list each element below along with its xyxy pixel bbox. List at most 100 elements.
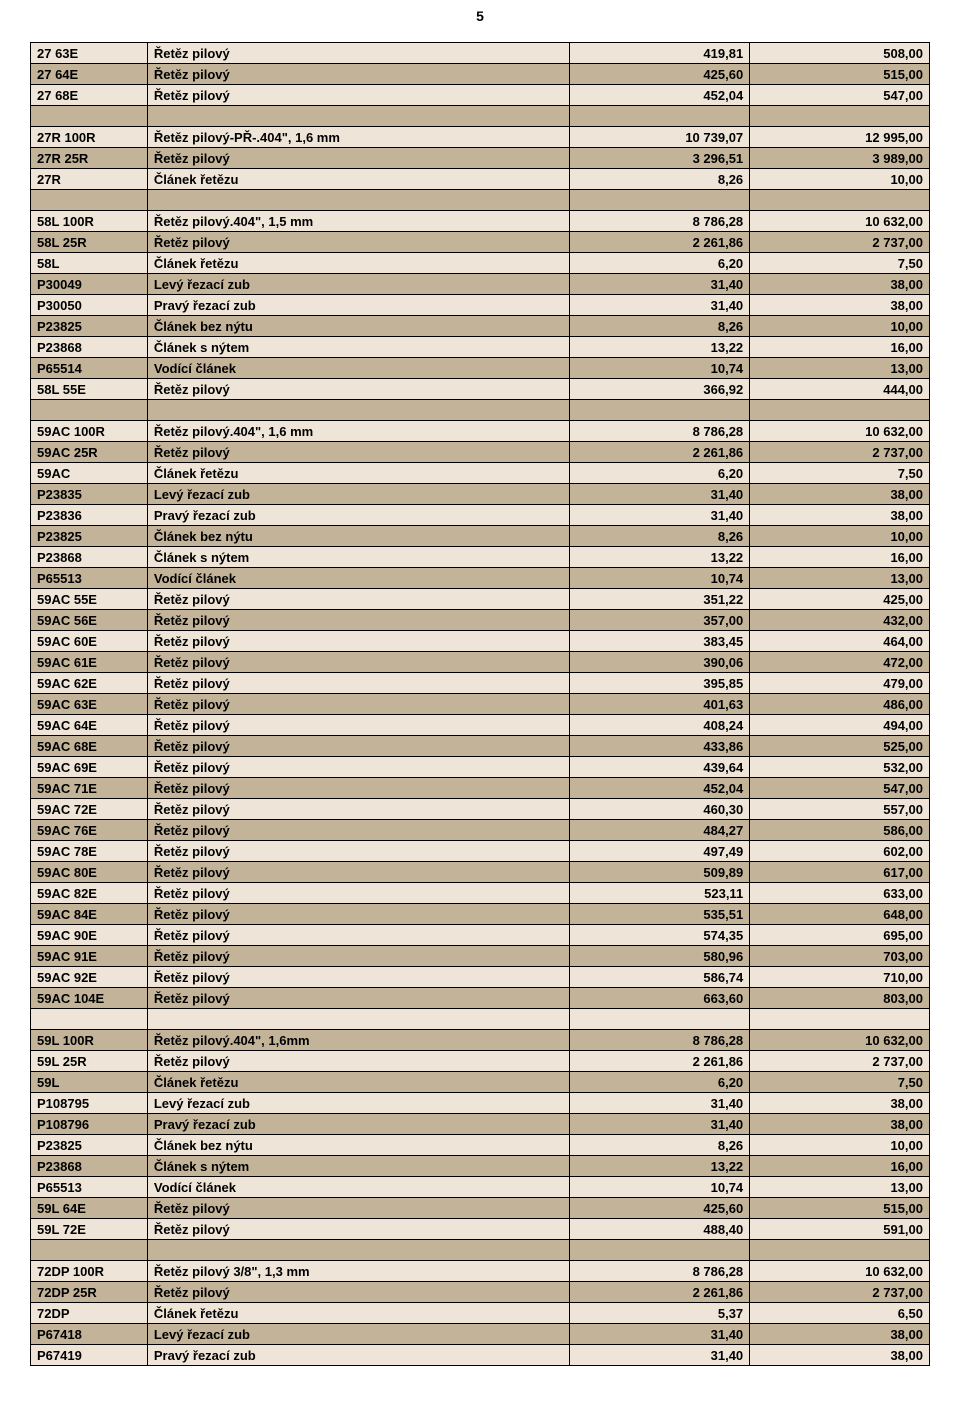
table-row: 72DP 25RŘetěz pilový2 261,862 737,00 [31,1282,930,1303]
price2-cell: 2 737,00 [750,1051,930,1072]
code-cell: 59AC 25R [31,442,148,463]
description-cell: Levý řezací zub [147,1093,570,1114]
price-cell: 452,04 [570,85,750,106]
code-cell: P108796 [31,1114,148,1135]
spacer-cell [147,1009,570,1030]
price-cell: 10,74 [570,358,750,379]
code-cell: 27R 25R [31,148,148,169]
table-row: 59AC 56EŘetěz pilový357,00432,00 [31,610,930,631]
price2-cell: 547,00 [750,85,930,106]
price2-cell: 7,50 [750,1072,930,1093]
table-row: 59AC 76EŘetěz pilový484,27586,00 [31,820,930,841]
price-cell: 351,22 [570,589,750,610]
table-row: P23825Článek bez nýtu8,2610,00 [31,1135,930,1156]
table-row: 59L 72EŘetěz pilový488,40591,00 [31,1219,930,1240]
description-cell: Řetěz pilový [147,694,570,715]
price-cell: 13,22 [570,337,750,358]
price2-cell: 479,00 [750,673,930,694]
table-spacer-row [31,400,930,421]
price2-cell: 10 632,00 [750,421,930,442]
code-cell: 59AC 62E [31,673,148,694]
price-cell: 357,00 [570,610,750,631]
spacer-cell [750,1240,930,1261]
description-cell: Řetěz pilový [147,673,570,694]
description-cell: Článek s nýtem [147,337,570,358]
table-row: P23868Článek s nýtem13,2216,00 [31,337,930,358]
price-cell: 488,40 [570,1219,750,1240]
code-cell: 59AC 91E [31,946,148,967]
price2-cell: 648,00 [750,904,930,925]
code-cell: 59AC 69E [31,757,148,778]
table-spacer-row [31,106,930,127]
code-cell: 59AC 55E [31,589,148,610]
table-row: P23825Článek bez nýtu8,2610,00 [31,526,930,547]
description-cell: Řetěz pilový [147,967,570,988]
spacer-cell [570,400,750,421]
code-cell: 59AC 56E [31,610,148,631]
table-row: 59AC 91EŘetěz pilový580,96703,00 [31,946,930,967]
price2-cell: 803,00 [750,988,930,1009]
description-cell: Řetěz pilový [147,988,570,1009]
price2-cell: 13,00 [750,1177,930,1198]
code-cell: P65513 [31,568,148,589]
price-cell: 8,26 [570,1135,750,1156]
table-row: P108795Levý řezací zub31,4038,00 [31,1093,930,1114]
price-cell: 419,81 [570,43,750,64]
price-cell: 509,89 [570,862,750,883]
spacer-cell [31,190,148,211]
price2-cell: 38,00 [750,1345,930,1366]
description-cell: Řetěz pilový [147,379,570,400]
price2-cell: 586,00 [750,820,930,841]
price2-cell: 10,00 [750,1135,930,1156]
table-spacer-row [31,1240,930,1261]
code-cell: 27 64E [31,64,148,85]
description-cell: Řetěz pilový [147,64,570,85]
description-cell: Pravý řezací zub [147,1345,570,1366]
price-cell: 401,63 [570,694,750,715]
price-cell: 395,85 [570,673,750,694]
price2-cell: 695,00 [750,925,930,946]
table-row: 72DP 100RŘetěz pilový 3/8", 1,3 mm8 786,… [31,1261,930,1282]
price2-cell: 10 632,00 [750,1030,930,1051]
code-cell: 27R [31,169,148,190]
price-cell: 13,22 [570,547,750,568]
description-cell: Článek bez nýtu [147,526,570,547]
description-cell: Řetěz pilový [147,799,570,820]
price-cell: 8 786,28 [570,1261,750,1282]
description-cell: Řetěz pilový [147,862,570,883]
spacer-cell [31,1240,148,1261]
code-cell: 59AC 76E [31,820,148,841]
price2-cell: 38,00 [750,1324,930,1345]
table-spacer-row [31,1009,930,1030]
table-row: P23868Článek s nýtem13,2216,00 [31,1156,930,1177]
code-cell: P23825 [31,526,148,547]
price2-cell: 12 995,00 [750,127,930,148]
price2-cell: 444,00 [750,379,930,400]
table-row: 59AC 61EŘetěz pilový390,06472,00 [31,652,930,673]
description-cell: Řetěz pilový [147,1219,570,1240]
description-cell: Řetěz pilový [147,85,570,106]
price2-cell: 494,00 [750,715,930,736]
code-cell: P65514 [31,358,148,379]
code-cell: 27 68E [31,85,148,106]
table-row: 59AC 62EŘetěz pilový395,85479,00 [31,673,930,694]
code-cell: 59AC 78E [31,841,148,862]
price2-cell: 432,00 [750,610,930,631]
price-cell: 8 786,28 [570,211,750,232]
code-cell: 59AC 80E [31,862,148,883]
price2-cell: 3 989,00 [750,148,930,169]
price-cell: 2 261,86 [570,232,750,253]
code-cell: 59AC 90E [31,925,148,946]
price-cell: 535,51 [570,904,750,925]
table-row: 59AC 68EŘetěz pilový433,86525,00 [31,736,930,757]
price2-cell: 591,00 [750,1219,930,1240]
price2-cell: 710,00 [750,967,930,988]
table-row: 59AC 104EŘetěz pilový663,60803,00 [31,988,930,1009]
price2-cell: 13,00 [750,358,930,379]
table-row: 27RČlánek řetězu8,2610,00 [31,169,930,190]
code-cell: 27 63E [31,43,148,64]
price-cell: 433,86 [570,736,750,757]
price-cell: 366,92 [570,379,750,400]
table-row: 27R 100RŘetěz pilový-PŘ-.404", 1,6 mm10 … [31,127,930,148]
code-cell: 59L 100R [31,1030,148,1051]
